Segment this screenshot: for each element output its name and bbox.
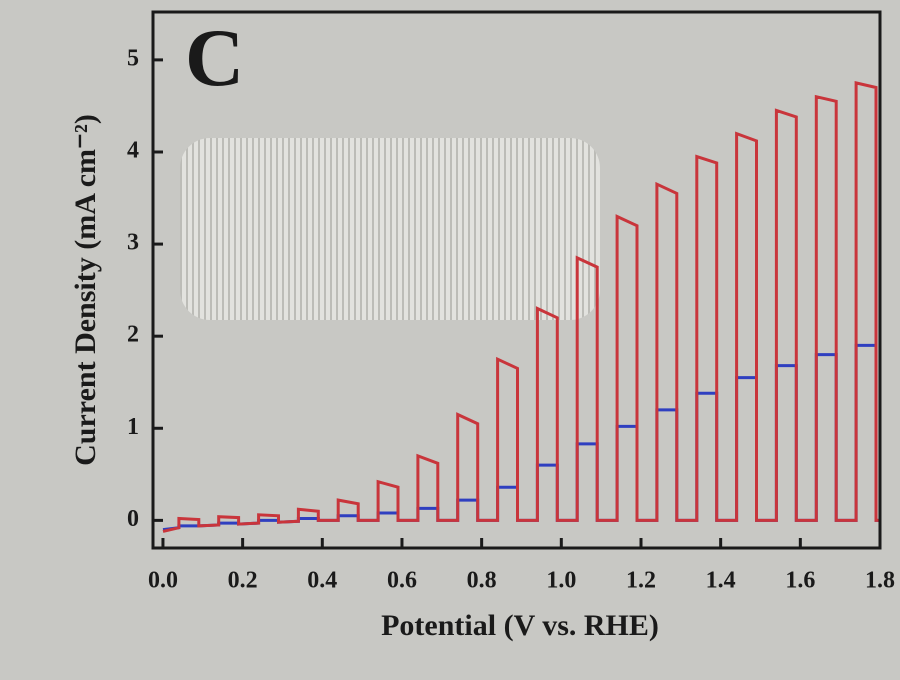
legend-blur xyxy=(180,138,600,320)
y-axis-label: Current Density (mA cm⁻²) xyxy=(69,114,102,466)
plot-area xyxy=(162,81,880,533)
x-tick-label: 0.0 xyxy=(148,568,178,594)
x-tick-label: 0.4 xyxy=(307,568,337,594)
y-tick-label: 5 xyxy=(127,45,139,71)
x-tick-label: 1.8 xyxy=(865,568,895,594)
x-tick-label: 0.2 xyxy=(228,568,258,594)
x-axis-label: Potential (V vs. RHE) xyxy=(381,609,659,642)
x-tick-label: 1.4 xyxy=(706,568,736,594)
x-tick-label: 1.2 xyxy=(626,568,656,594)
y-tick-label: 0 xyxy=(127,506,139,532)
axes-frame xyxy=(151,10,882,550)
y-tick-label: 3 xyxy=(127,230,139,256)
y-tick-label: 4 xyxy=(127,137,139,163)
data-line xyxy=(162,81,880,533)
panel-label: C xyxy=(185,12,244,103)
x-tick-label: 1.0 xyxy=(546,568,576,594)
x-tick-label: 0.6 xyxy=(387,568,417,594)
x-tick-label: 1.6 xyxy=(785,568,815,594)
y-tick-label: 2 xyxy=(127,322,139,348)
x-tick-label: 0.8 xyxy=(467,568,497,594)
y-tick-label: 1 xyxy=(127,414,139,440)
